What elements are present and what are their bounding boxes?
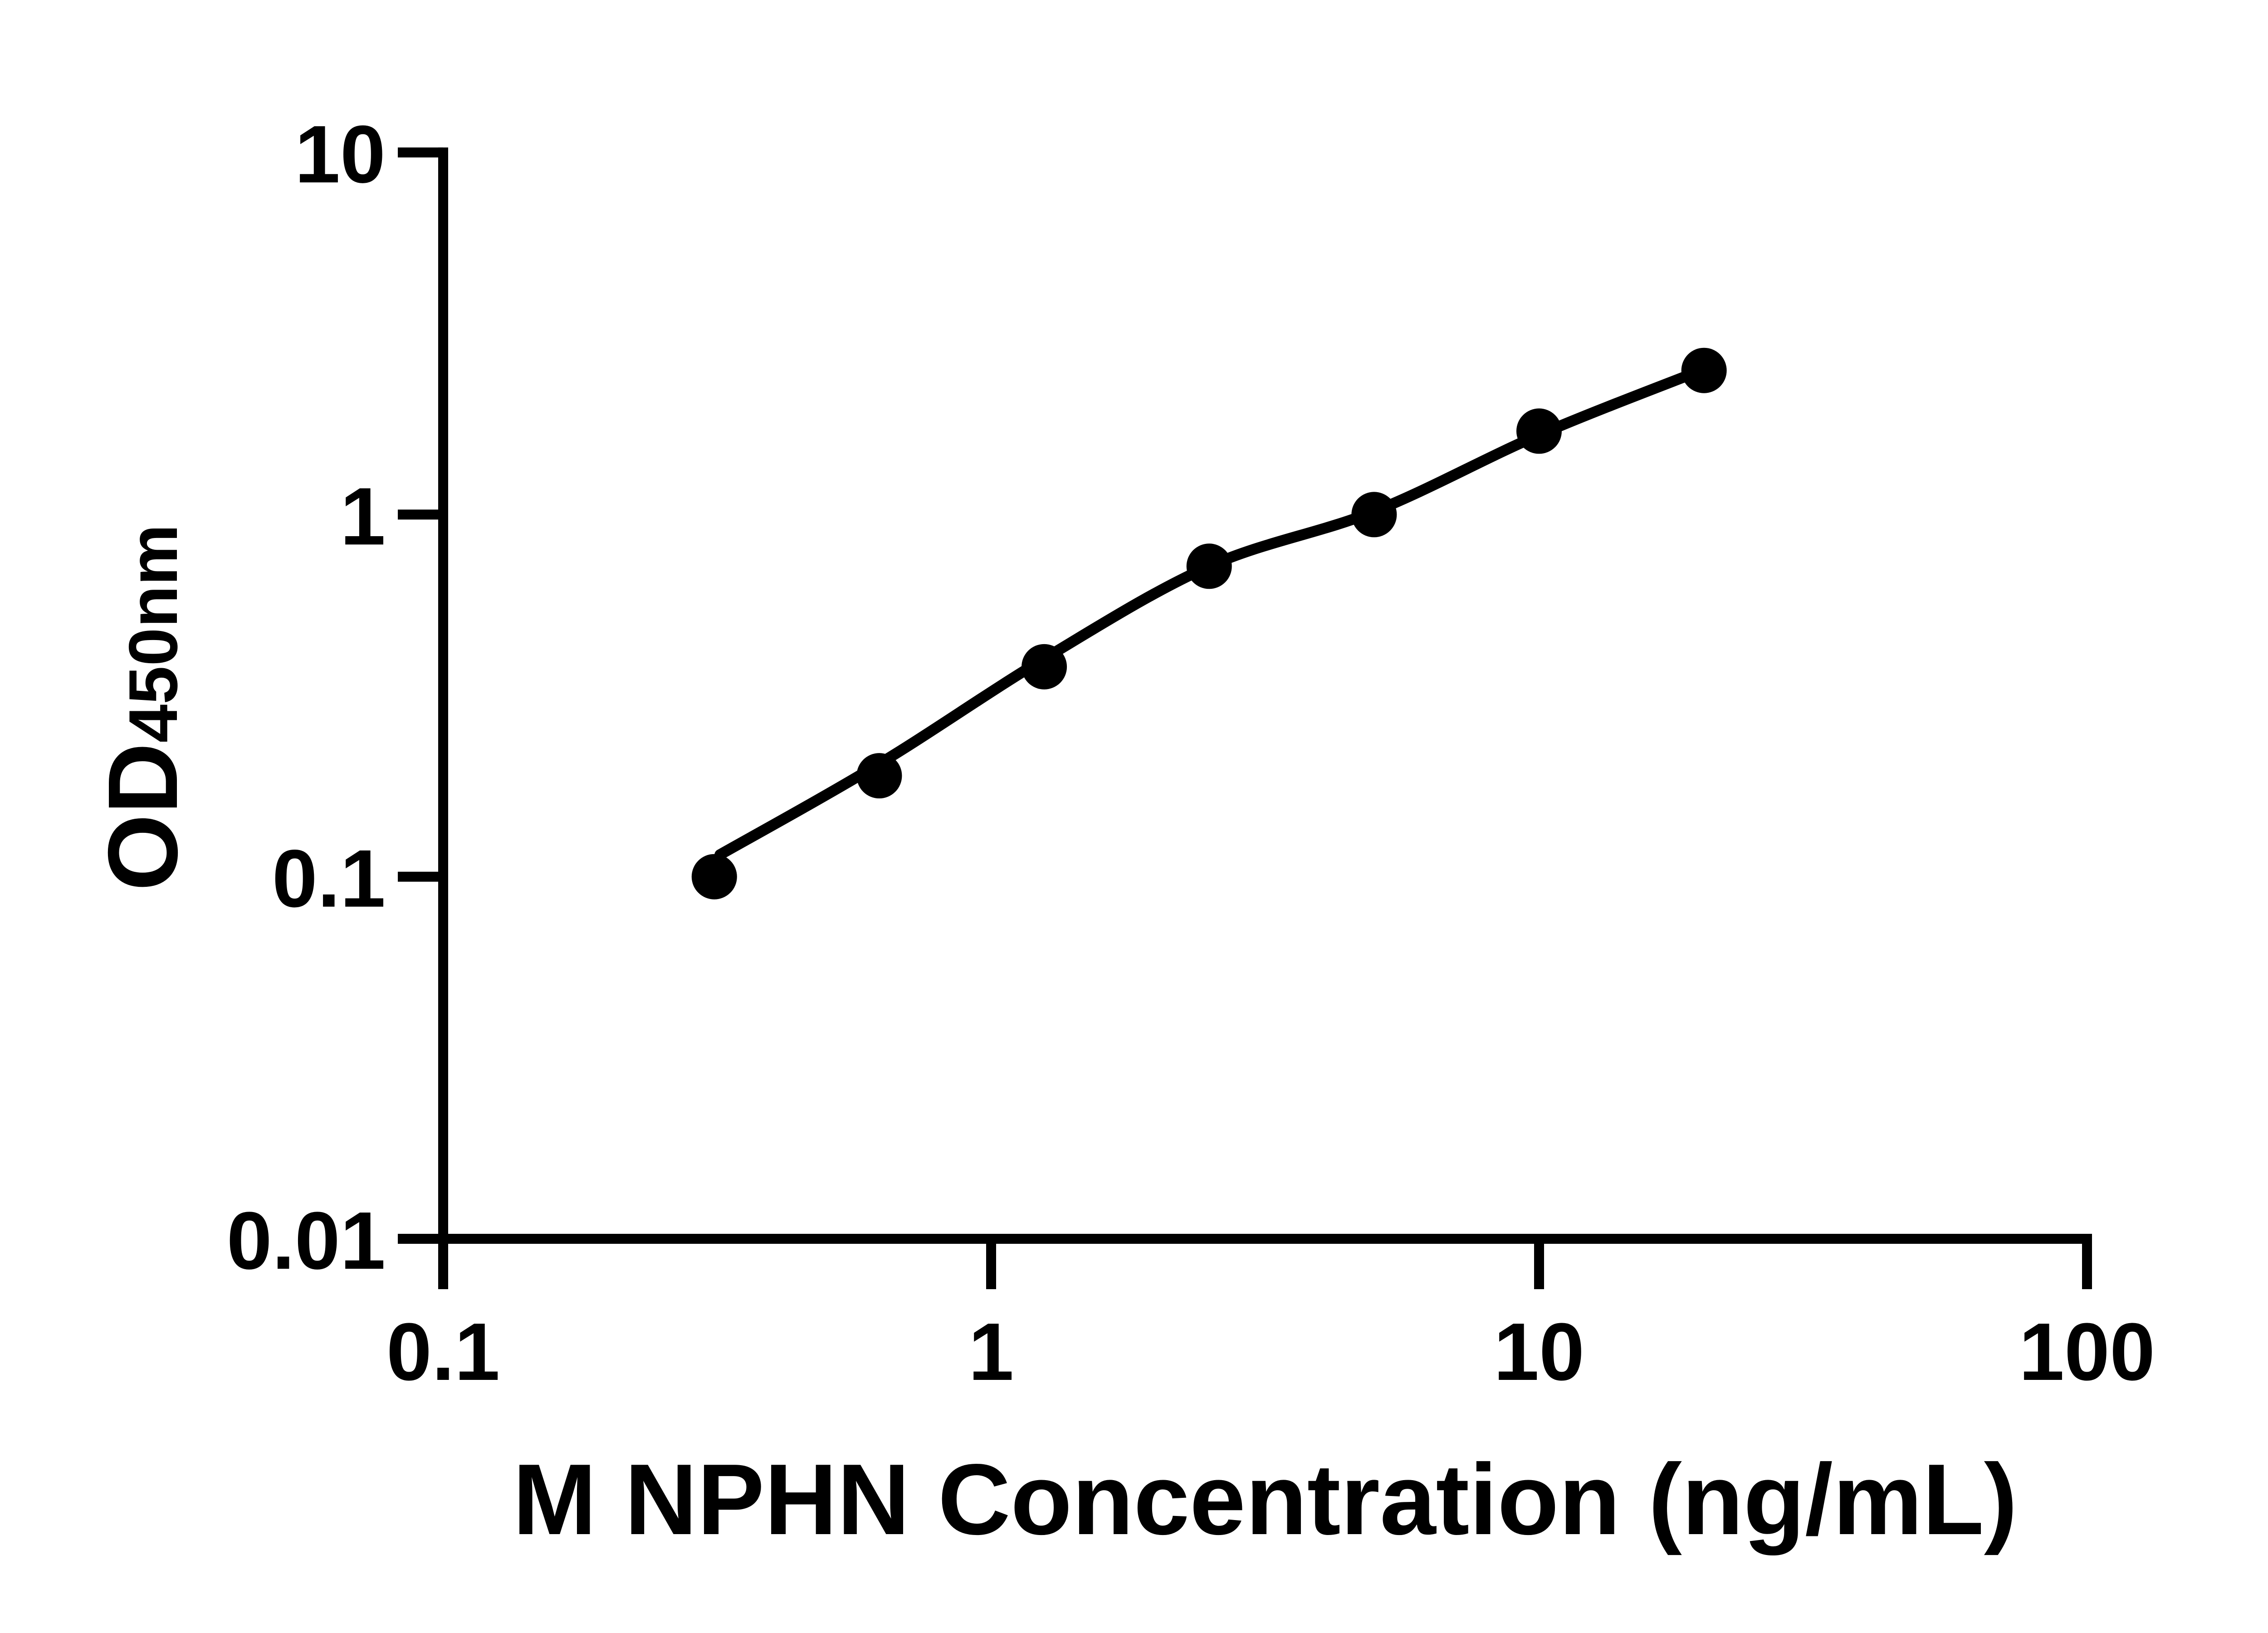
- data-point: [1681, 347, 1727, 393]
- y-tick-label: 0.1: [272, 833, 386, 924]
- y-tick-label: 1: [340, 471, 386, 562]
- x-tick-label: 10: [1494, 1306, 1584, 1398]
- y-axis-title-main: OD: [88, 743, 198, 891]
- y-tick-label: 0.01: [227, 1195, 386, 1286]
- x-tick-label: 100: [2019, 1306, 2155, 1398]
- data-point: [856, 753, 902, 799]
- data-point: [1186, 543, 1232, 589]
- x-tick-label: 1: [968, 1306, 1014, 1398]
- data-point: [1351, 492, 1397, 538]
- data-point: [691, 854, 737, 900]
- y-axis-title-subscript: 450nm: [115, 524, 192, 743]
- data-layer: [691, 347, 1727, 900]
- x-tick-label: 0.1: [386, 1306, 500, 1398]
- y-axis-title: OD450nm: [88, 524, 198, 891]
- x-axis-title: M NPHN Concentration (ng/mL): [513, 1443, 2017, 1556]
- y-tick-label: 10: [295, 109, 386, 200]
- data-point: [1022, 644, 1067, 689]
- data-point: [1516, 408, 1562, 454]
